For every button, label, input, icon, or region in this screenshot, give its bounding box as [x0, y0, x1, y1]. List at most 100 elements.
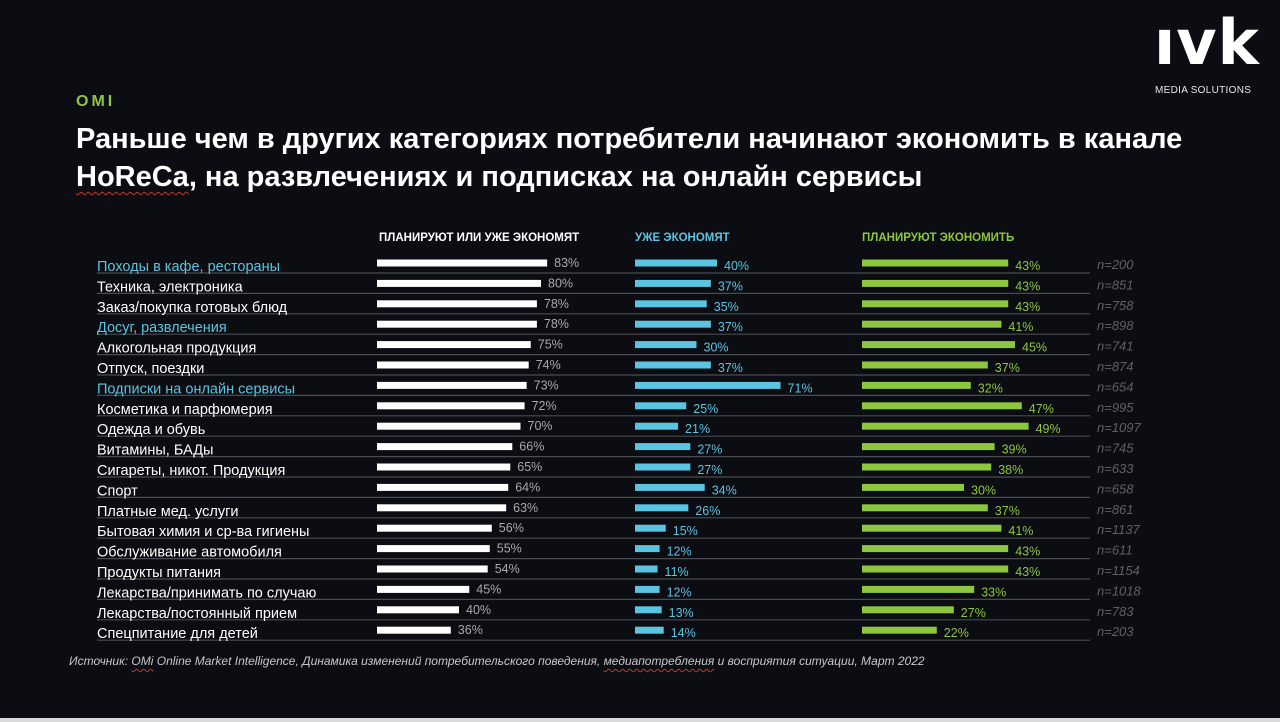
value-label-green: 43% — [1015, 545, 1040, 559]
category-label: Платные мед. услуги — [97, 504, 238, 520]
bar-green — [862, 626, 937, 634]
sample-size-label: n=861 — [1097, 502, 1134, 517]
sample-size-label: n=995 — [1097, 400, 1134, 415]
bar-green — [862, 606, 954, 614]
value-label-white: 80% — [548, 276, 573, 290]
source-underlined: медиапотребления — [603, 654, 715, 668]
column-header-planning: ПЛАНИРУЮТ ЭКОНОМИТЬ — [862, 232, 1015, 244]
bar-blue — [635, 483, 705, 491]
source-middle: Online Market Intelligence, Динамика изм… — [153, 654, 604, 668]
value-label-blue: 12% — [667, 545, 692, 559]
bar-white — [377, 606, 459, 614]
sample-size-label: n=1097 — [1097, 420, 1142, 435]
bar-green — [862, 361, 988, 369]
value-label-green: 39% — [1002, 443, 1027, 457]
bar-blue — [635, 463, 691, 471]
value-label-blue: 71% — [788, 381, 813, 395]
bar-white — [377, 381, 527, 389]
bar-white — [377, 341, 531, 349]
sample-size-label: n=745 — [1097, 441, 1134, 456]
bar-blue — [635, 422, 679, 430]
bar-white — [377, 483, 509, 491]
bar-blue — [635, 279, 711, 287]
source-suffix: и восприятия ситуации, Март 2022 — [714, 654, 925, 668]
category-label: Бытовая химия и ср-ва гигиены — [97, 524, 309, 540]
value-label-blue: 11% — [665, 565, 689, 579]
bar-green — [862, 300, 1009, 308]
bar-white — [377, 545, 490, 553]
value-label-green: 49% — [1036, 422, 1061, 436]
ivk-logo: ıvk MEDIA SOLUTIONS — [1150, 8, 1260, 98]
value-label-green: 45% — [1022, 341, 1047, 355]
category-label: Походы в кафе, рестораны — [97, 259, 280, 275]
bar-blue — [635, 361, 711, 369]
sample-size-label: n=654 — [1097, 379, 1134, 394]
value-label-white: 78% — [544, 317, 569, 331]
bar-green — [862, 565, 1009, 573]
sample-size-label: n=611 — [1097, 543, 1133, 558]
sample-size-label: n=203 — [1097, 624, 1134, 639]
value-label-blue: 12% — [667, 585, 692, 599]
page-title: Раньше чем в других категориях потребите… — [76, 120, 1216, 196]
bar-blue — [635, 504, 689, 512]
value-label-blue: 37% — [718, 361, 743, 375]
sample-size-label: n=898 — [1097, 318, 1134, 333]
sample-size-label: n=741 — [1097, 339, 1134, 354]
value-label-white: 75% — [538, 338, 563, 352]
bar-white — [377, 443, 513, 451]
bar-blue — [635, 381, 781, 389]
bar-blue — [635, 545, 660, 553]
sample-size-label: n=758 — [1097, 298, 1134, 313]
value-label-blue: 21% — [685, 422, 710, 436]
bar-green — [862, 381, 971, 389]
bar-blue — [635, 585, 660, 593]
value-label-blue: 40% — [724, 259, 749, 273]
value-label-green: 22% — [944, 626, 969, 640]
bar-green — [862, 483, 964, 491]
value-label-white: 72% — [532, 399, 557, 413]
bar-blue — [635, 626, 664, 634]
category-label: Спецпитание для детей — [97, 626, 258, 642]
bar-white — [377, 279, 541, 287]
column-header-already: УЖЕ ЭКОНОМЯТ — [635, 232, 730, 244]
bar-green — [862, 279, 1009, 287]
value-label-blue: 34% — [712, 483, 737, 497]
bar-green — [862, 524, 1002, 532]
bar-blue — [635, 341, 697, 349]
value-label-white: 55% — [497, 542, 522, 556]
category-label: Техника, электроника — [97, 279, 244, 295]
category-label: Алкогольная продукция — [97, 341, 256, 357]
source-prefix: Источник: — [69, 654, 132, 668]
bar-blue — [635, 300, 707, 308]
value-label-white: 64% — [515, 480, 540, 494]
title-highlight: HoReCa — [76, 161, 189, 193]
bar-blue — [635, 443, 691, 451]
bar-green — [862, 341, 1015, 349]
bar-blue — [635, 259, 717, 267]
logo-mark: ıvk — [1154, 6, 1260, 79]
sample-size-label: n=851 — [1097, 277, 1134, 292]
sample-size-label: n=200 — [1097, 257, 1134, 272]
logo-subtitle: MEDIA SOLUTIONS — [1155, 85, 1252, 96]
bar-white — [377, 626, 451, 634]
bar-green — [862, 545, 1009, 553]
category-label: Подписки на онлайн сервисы — [97, 381, 295, 397]
bar-green — [862, 585, 975, 593]
bar-white — [377, 300, 537, 308]
source-brand: OMi — [131, 654, 154, 668]
value-label-white: 70% — [528, 419, 553, 433]
value-label-blue: 37% — [718, 279, 743, 293]
value-label-blue: 14% — [671, 626, 696, 640]
value-label-blue: 35% — [714, 300, 739, 314]
bar-green — [862, 402, 1022, 410]
category-label: Одежда и обувь — [97, 422, 205, 438]
value-label-green: 41% — [1008, 524, 1033, 538]
value-label-white: 36% — [458, 623, 483, 637]
value-label-green: 37% — [995, 361, 1020, 375]
value-label-green: 37% — [995, 504, 1020, 518]
sample-size-label: n=1018 — [1097, 583, 1142, 598]
bar-blue — [635, 606, 662, 614]
category-label: Лекарства/постоянный прием — [97, 606, 297, 622]
value-label-white: 63% — [513, 501, 538, 515]
section-kicker: OMI — [76, 93, 116, 110]
